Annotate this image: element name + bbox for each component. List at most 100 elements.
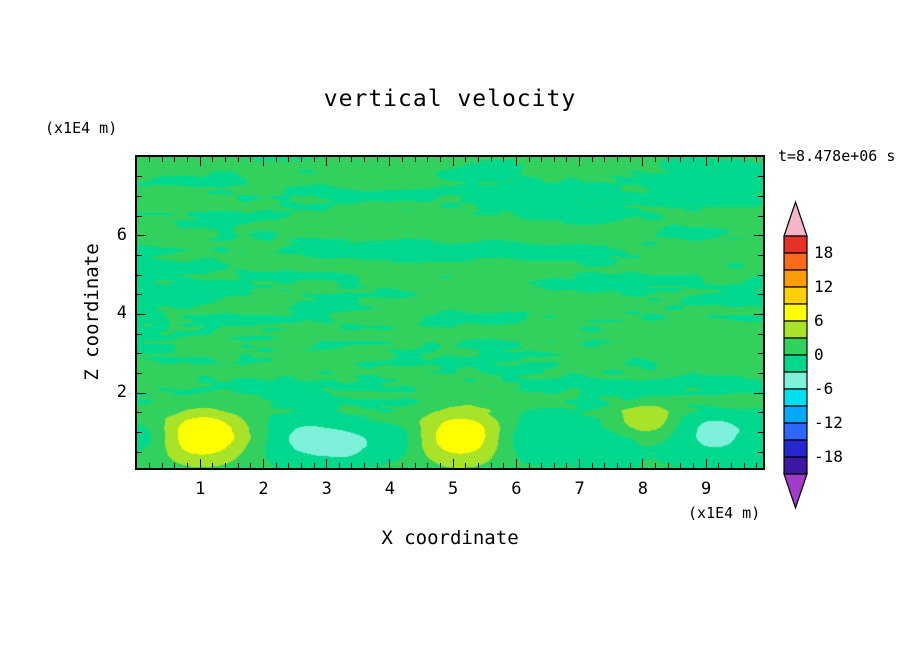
colorbar-label: -18 (814, 447, 843, 466)
x-tick-mark (174, 157, 176, 162)
x-tick-mark (212, 463, 214, 468)
x-tick-label: 1 (195, 479, 206, 499)
x-tick-mark (667, 157, 669, 162)
x-tick-mark (187, 157, 189, 162)
x-tick-mark (541, 463, 543, 468)
x-tick-mark (465, 157, 467, 162)
x-tick-mark (440, 157, 441, 162)
x-tick-mark (629, 157, 631, 162)
y-tick-mark (137, 392, 146, 394)
colorbar-segment (783, 269, 808, 288)
colorbar (783, 200, 808, 510)
x-tick-mark (566, 157, 568, 162)
x-tick-mark (389, 157, 391, 166)
y-tick-mark (137, 432, 142, 434)
plot-area (135, 155, 765, 470)
x-tick-mark (262, 157, 264, 166)
colorbar-arrow-top (783, 200, 808, 237)
x-tick-mark (313, 157, 315, 162)
y-tick-mark (137, 176, 142, 178)
x-tick-mark (566, 463, 568, 468)
y-tick-mark (758, 215, 763, 217)
colorbar-segment (783, 337, 808, 356)
x-tick-mark (402, 463, 404, 468)
x-tick-mark (452, 157, 454, 166)
x-tick-mark (642, 157, 644, 166)
x-tick-mark (351, 157, 353, 162)
y-tick-mark (137, 215, 142, 217)
x-tick-mark (427, 463, 429, 468)
x-tick-mark (414, 463, 416, 468)
x-tick-mark (237, 157, 239, 162)
colorbar-segment (783, 388, 808, 407)
y-tick-mark (754, 392, 763, 394)
y-tick-mark (137, 451, 142, 453)
x-tick-mark (756, 157, 758, 162)
x-tick-mark (528, 157, 530, 162)
colorbar-label: 18 (814, 243, 834, 262)
x-axis-label: X coordinate (381, 527, 519, 549)
colorbar-label: 6 (814, 311, 824, 330)
x-tick-mark (161, 157, 163, 162)
x-tick-mark (477, 463, 479, 468)
x-tick-mark (515, 157, 517, 166)
y-tick-mark (758, 294, 763, 296)
x-tick-mark (692, 463, 694, 468)
x-tick-mark (414, 157, 416, 162)
x-tick-mark (730, 157, 732, 162)
x-tick-mark (617, 463, 619, 468)
x-tick-label: 9 (700, 479, 712, 499)
colorbar-segment (783, 252, 808, 271)
x-tick-mark (313, 463, 315, 468)
x-tick-mark (553, 463, 555, 468)
x-tick-mark (579, 459, 581, 468)
x-tick-mark (250, 157, 252, 162)
y-tick-mark (758, 451, 763, 453)
y-tick-mark (137, 313, 146, 315)
colorbar-segment (783, 405, 808, 424)
x-tick-mark (730, 463, 732, 468)
y-tick-mark (137, 333, 142, 335)
colorbar-segment (783, 439, 808, 458)
colorbar-label: 0 (814, 345, 824, 364)
x-tick-label: 5 (448, 479, 459, 499)
colorbar-label: -12 (814, 413, 843, 432)
y-tick-mark (137, 274, 142, 276)
x-tick-mark (338, 157, 340, 162)
x-tick-mark (199, 157, 201, 166)
x-tick-label: 3 (321, 479, 332, 499)
x-tick-mark (667, 463, 669, 468)
x-tick-mark (174, 463, 176, 468)
y-tick-mark (758, 373, 763, 375)
x-tick-mark (199, 459, 201, 468)
y-tick-mark (754, 235, 763, 237)
colorbar-label: -6 (814, 379, 834, 398)
x-tick-mark (718, 157, 720, 162)
x-tick-mark (541, 157, 543, 162)
y-tick-label: 4 (116, 303, 127, 324)
x-tick-mark (326, 157, 328, 166)
x-tick-mark (743, 463, 745, 468)
x-tick-mark (490, 463, 492, 468)
x-tick-mark (338, 463, 340, 468)
x-tick-mark (591, 463, 593, 468)
x-tick-mark (389, 459, 391, 468)
x-tick-mark (705, 459, 707, 468)
y-tick-mark (137, 294, 142, 296)
x-tick-mark (351, 463, 353, 468)
x-tick-mark (604, 463, 606, 468)
x-tick-mark (161, 463, 163, 468)
y-tick-mark (137, 235, 146, 237)
x-tick-mark (515, 459, 517, 468)
x-tick-mark (629, 463, 631, 468)
x-tick-mark (326, 459, 328, 468)
x-tick-mark (288, 463, 290, 468)
x-tick-mark (250, 463, 252, 468)
x-tick-mark (149, 157, 151, 162)
x-tick-mark (553, 157, 555, 162)
y-tick-mark (137, 353, 142, 355)
x-tick-mark (604, 157, 606, 162)
y-tick-mark (137, 412, 142, 414)
x-tick-mark (465, 463, 467, 468)
y-tick-mark (758, 412, 763, 414)
